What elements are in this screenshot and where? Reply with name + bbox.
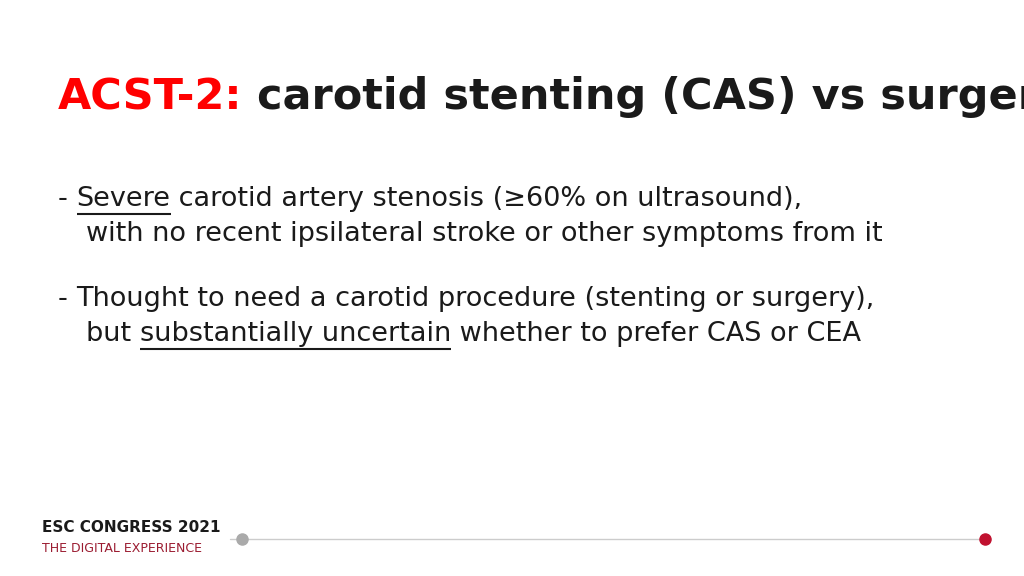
- Text: with no recent ipsilateral stroke or other symptoms from it: with no recent ipsilateral stroke or oth…: [86, 221, 883, 247]
- Text: whether to prefer CAS or CEA: whether to prefer CAS or CEA: [451, 321, 861, 347]
- Text: Severe: Severe: [77, 186, 171, 212]
- Text: but: but: [86, 321, 139, 347]
- Text: ACST-2:: ACST-2:: [58, 76, 243, 118]
- Text: THE DIGITAL EXPERIENCE: THE DIGITAL EXPERIENCE: [42, 541, 202, 555]
- Text: substantially uncertain: substantially uncertain: [139, 321, 451, 347]
- Text: -: -: [58, 286, 77, 312]
- Text: carotid stenting (CAS) vs surgery (CEA): carotid stenting (CAS) vs surgery (CEA): [243, 76, 1024, 118]
- Text: ESC CONGRESS 2021: ESC CONGRESS 2021: [42, 521, 220, 536]
- Text: Thought to need a carotid procedure (stenting or surgery),: Thought to need a carotid procedure (ste…: [77, 286, 874, 312]
- Text: carotid artery stenosis (≥60% on ultrasound),: carotid artery stenosis (≥60% on ultraso…: [171, 186, 803, 212]
- Text: -: -: [58, 186, 77, 212]
